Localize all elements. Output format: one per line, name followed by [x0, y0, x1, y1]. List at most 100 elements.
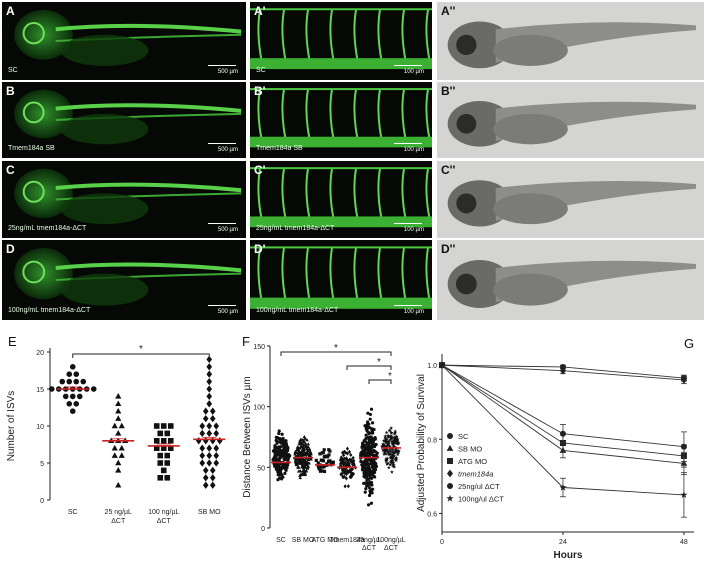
data-point	[293, 449, 298, 454]
data-point	[277, 431, 281, 436]
data-point	[559, 483, 567, 491]
panel-caption: 100ng/mL tmem184a-ΔCT	[256, 307, 339, 314]
data-point	[375, 451, 379, 455]
scale-bar-label: 500 µm	[217, 147, 238, 153]
data-point	[368, 426, 372, 430]
panel-label: A	[6, 4, 15, 18]
x-tick-label: 100 ng/µL	[148, 509, 179, 516]
data-point	[302, 434, 307, 439]
data-point	[366, 503, 371, 507]
data-point	[383, 434, 388, 438]
y-tick-label: 0.8	[427, 437, 437, 444]
data-point	[390, 441, 395, 445]
scale-bar-label: 100 µm	[403, 309, 424, 315]
data-point	[209, 407, 216, 415]
data-point	[680, 491, 688, 499]
image-panel-c2: C''	[437, 161, 704, 238]
data-point	[370, 421, 375, 425]
data-point	[369, 488, 373, 493]
significance-star: *	[377, 357, 381, 368]
data-point	[388, 451, 393, 456]
data-point	[283, 466, 287, 471]
data-point	[111, 444, 118, 451]
data-point	[209, 474, 216, 482]
micrograph	[14, 89, 242, 145]
data-point	[389, 436, 394, 441]
data-point	[302, 459, 307, 464]
scale-bar	[208, 305, 236, 306]
image-panel-d2: D''	[437, 240, 704, 320]
chart-g-svg: G 0.6 0.8 1.0 0 24 48 Hours Adjusted Probability…	[416, 336, 694, 561]
x-tick-label: 25 ng/µL	[105, 509, 132, 516]
data-point	[303, 465, 308, 469]
data-point	[364, 458, 368, 462]
legend-marker	[447, 483, 453, 489]
y-axis-label: Adjusted Probability of Survival	[416, 374, 427, 512]
data-point	[283, 439, 287, 443]
data-point	[385, 441, 390, 446]
data-point	[350, 473, 354, 478]
data-point	[390, 458, 395, 463]
data-point	[388, 437, 393, 442]
x-tick-label: SB MO	[198, 509, 221, 516]
data-point	[373, 468, 378, 472]
data-point	[380, 444, 385, 449]
panel-letter-e: E	[8, 334, 17, 349]
x-tick-label: 0	[440, 539, 444, 546]
data-point	[366, 453, 370, 457]
panel-caption: Tmem184a SB	[256, 145, 303, 152]
data-point	[153, 423, 160, 429]
data-point	[206, 451, 213, 460]
data-point	[209, 481, 216, 489]
data-point	[324, 454, 328, 458]
data-point	[305, 466, 310, 470]
y-axis-label: Distance Between ISVs µm	[242, 376, 253, 497]
data-point	[345, 451, 350, 456]
legend-label: SC	[458, 432, 469, 441]
data-point	[382, 452, 387, 456]
data-point	[365, 460, 369, 464]
data-point	[302, 467, 306, 471]
data-point	[388, 428, 392, 433]
image-panel-c: C 25ng/mL tmem184a-ΔCT 500 µm	[2, 161, 246, 238]
data-point	[164, 475, 171, 481]
x-tick-label: SC	[276, 537, 286, 544]
data-point	[325, 462, 329, 466]
chart-e: E 0 5 10 15 20 Number of ISVs SC 25 ng/µL ΔCT 100 …	[0, 332, 240, 568]
data-point	[118, 444, 125, 451]
data-point	[393, 429, 398, 434]
significance-star: *	[388, 371, 392, 382]
data-point	[115, 400, 122, 407]
data-point	[359, 459, 363, 464]
data-point	[66, 371, 73, 377]
micrograph	[14, 168, 242, 225]
data-point	[342, 453, 346, 458]
y-tick-label: 10	[36, 424, 44, 431]
micrograph	[250, 88, 432, 148]
data-point	[213, 444, 220, 452]
x-tick-label: 48	[680, 539, 688, 546]
data-point	[206, 444, 213, 452]
data-point	[396, 439, 400, 444]
data-point	[202, 437, 209, 445]
significance-bracket	[368, 379, 392, 384]
data-point	[280, 432, 284, 436]
data-point	[303, 443, 307, 447]
data-point	[396, 448, 401, 453]
micrograph	[250, 246, 432, 309]
data-point	[364, 440, 368, 444]
data-point	[316, 461, 320, 465]
data-point	[118, 452, 125, 458]
data-point	[202, 474, 209, 482]
data-point	[365, 478, 369, 482]
data-point	[153, 438, 160, 444]
legend-label: tmem184a	[458, 470, 493, 479]
data-point	[349, 452, 353, 458]
data-point	[365, 429, 369, 433]
data-point	[327, 448, 331, 452]
data-point	[383, 436, 388, 441]
data-point	[373, 443, 377, 447]
data-point	[392, 450, 397, 455]
data-point	[382, 443, 387, 448]
data-point	[318, 452, 322, 456]
